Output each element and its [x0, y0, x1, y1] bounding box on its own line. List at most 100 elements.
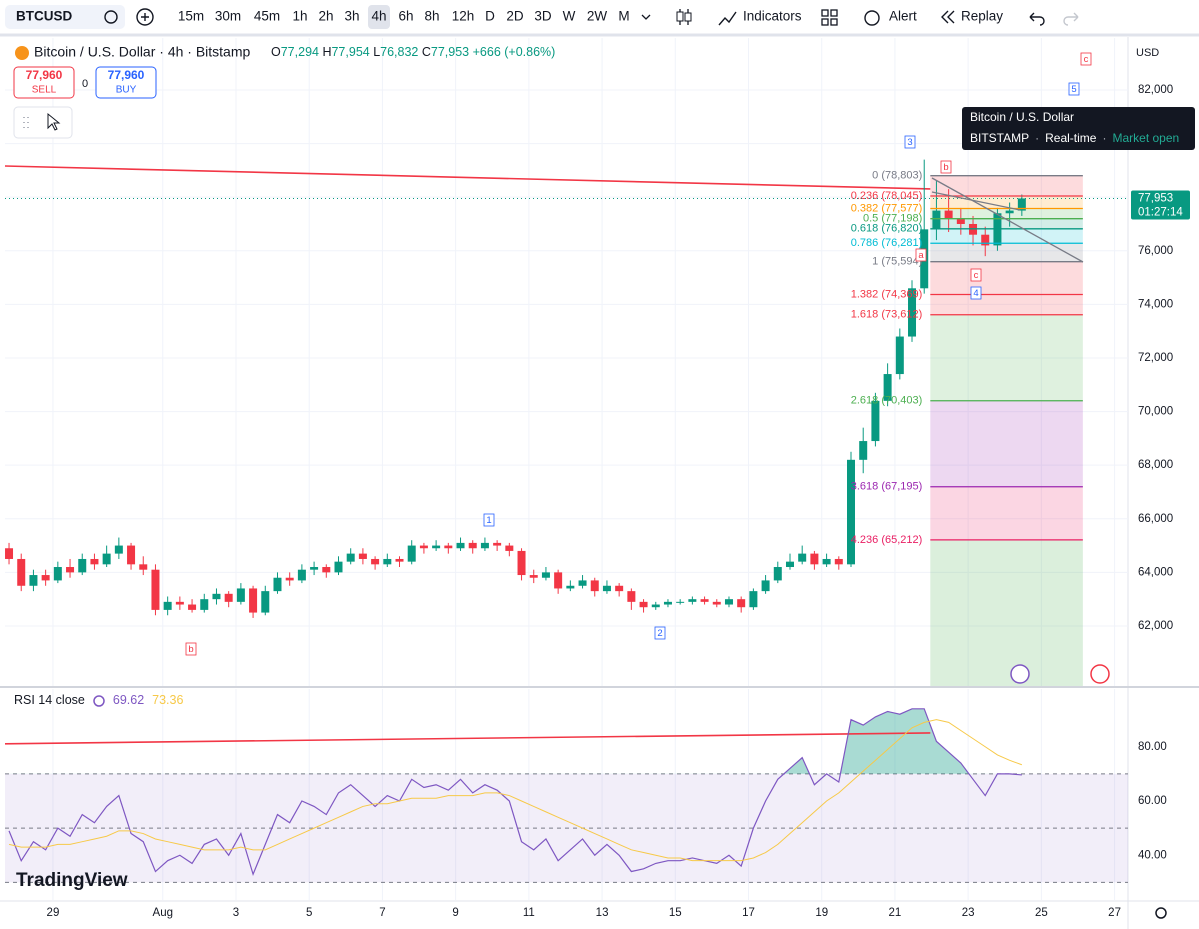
candle-body	[663, 601, 672, 605]
ohlc-key: O	[271, 45, 281, 59]
rsi-title: RSI 14 close	[14, 693, 85, 707]
y-tick-label: 72,000	[1138, 352, 1173, 364]
x-tick-label: 9	[452, 907, 458, 919]
sell-button[interactable]	[13, 66, 75, 99]
rsi-value: 69.62	[113, 693, 144, 707]
interval[interactable]: 15m	[178, 9, 204, 24]
drawing-toolbar	[13, 106, 73, 139]
x-tick-label: 13	[596, 907, 609, 919]
candle-body	[310, 567, 319, 570]
candle-body	[5, 548, 14, 559]
candle-body	[53, 567, 62, 581]
wave-label: 5	[1071, 84, 1076, 95]
interval-chevron[interactable]	[641, 14, 651, 20]
drag-handle[interactable]	[23, 117, 29, 128]
fib-label: 0.236 (78,045)	[851, 190, 923, 202]
y-tick-label: 68,000	[1138, 459, 1173, 471]
interval[interactable]: 3h	[344, 9, 359, 24]
interval[interactable]: 2h	[318, 9, 333, 24]
undo[interactable]	[1029, 12, 1045, 26]
symbol[interactable]: BTCUSD	[16, 9, 72, 24]
price-label-bg	[1131, 190, 1190, 220]
candle-body	[102, 553, 111, 565]
currency-box[interactable]	[1132, 42, 1172, 64]
y-tick-label: 60.00	[1138, 795, 1167, 807]
layouts-icon[interactable]	[821, 9, 838, 26]
interval-active	[368, 5, 390, 29]
candle-body	[78, 558, 87, 573]
wave-label: c	[1084, 54, 1089, 65]
indicators-button[interactable]: Indicators	[743, 9, 802, 24]
x-tick-label: 27	[1108, 907, 1121, 919]
candle-body	[602, 585, 611, 592]
candle-body	[29, 575, 38, 586]
wave-labels: 1 2 b 3 b a c 4 5 c	[185, 52, 1092, 656]
interval[interactable]: 2D	[506, 9, 524, 24]
flag-icon[interactable]	[1090, 664, 1110, 684]
interval[interactable]: 6h	[398, 9, 413, 24]
candle-body	[480, 542, 489, 549]
fib-label: 3.618 (67,195)	[851, 481, 923, 493]
countdown: 01:27:14	[1138, 206, 1183, 218]
buy-button[interactable]	[95, 66, 157, 99]
add-symbol[interactable]	[136, 8, 154, 26]
interval[interactable]: 2W	[587, 9, 608, 24]
rsi-icon[interactable]	[93, 695, 105, 707]
fib-zone	[930, 539, 1083, 686]
indicators-icon[interactable]	[718, 11, 737, 26]
candle-body	[358, 553, 367, 559]
candle-body	[517, 550, 526, 576]
x-tick-label: 29	[47, 907, 60, 919]
wave-box	[904, 135, 916, 149]
alert-button[interactable]: Alert	[889, 9, 917, 24]
event-icon[interactable]	[1010, 664, 1030, 684]
interval[interactable]: 4h	[371, 9, 386, 24]
x-tick-label: 19	[815, 907, 828, 919]
ohlc-key: C	[422, 45, 431, 59]
toolbar: BTCUSD 15m 30m 45m 1h 2h 3h 4h 6h 8h 12h D 2D 3D W 2W M…	[0, 0, 1199, 37]
candle-body	[712, 601, 721, 605]
fib-zone	[930, 208, 1083, 219]
candle-body	[212, 593, 221, 600]
symbol-title: Bitcoin / U.S. Dollar · 4h · Bitstamp	[34, 44, 251, 60]
tooltip-sep: ·	[1035, 131, 1039, 145]
add-icon	[141, 13, 149, 21]
fib-label: 2.618 (70,403)	[851, 395, 923, 407]
candle-body	[883, 374, 892, 401]
replay-icon[interactable]	[941, 10, 955, 24]
interval[interactable]: 3D	[534, 9, 552, 24]
cursor-tool[interactable]	[47, 112, 61, 131]
interval[interactable]: D	[485, 9, 495, 24]
candle-body	[944, 210, 953, 219]
candle-body	[822, 558, 831, 565]
triangle-drawing	[931, 177, 1084, 263]
symbol-icon[interactable]	[104, 10, 118, 24]
fib-zone	[930, 228, 1083, 244]
interval[interactable]: 45m	[254, 9, 280, 24]
currency[interactable]: USD	[1136, 47, 1159, 59]
interval[interactable]: 12h	[452, 9, 475, 24]
wave-box	[940, 160, 952, 174]
wave-label: b	[188, 644, 193, 655]
tooltip-status: Market open	[1112, 131, 1179, 145]
settings[interactable]	[1155, 907, 1167, 919]
buy-label: BUY	[116, 85, 137, 96]
interval[interactable]: M	[618, 9, 629, 24]
interval[interactable]: 8h	[424, 9, 439, 24]
candle-body	[688, 599, 697, 602]
interval[interactable]: W	[563, 9, 576, 24]
replay-button[interactable]: Replay	[961, 9, 1003, 24]
fib-zone	[930, 218, 1083, 229]
redo[interactable]	[1063, 12, 1079, 26]
candle-body	[1017, 198, 1026, 211]
y-tick-label: 80.00	[1138, 741, 1167, 753]
interval[interactable]: 30m	[215, 9, 241, 24]
interval[interactable]: 1h	[292, 9, 307, 24]
alert-icon[interactable]	[864, 10, 880, 26]
symbol-box[interactable]	[5, 5, 125, 29]
candle-body	[188, 604, 197, 610]
candle-body	[322, 567, 331, 573]
candle-body	[395, 558, 404, 562]
tooltip-exchange: BITSTAMP	[970, 131, 1029, 145]
